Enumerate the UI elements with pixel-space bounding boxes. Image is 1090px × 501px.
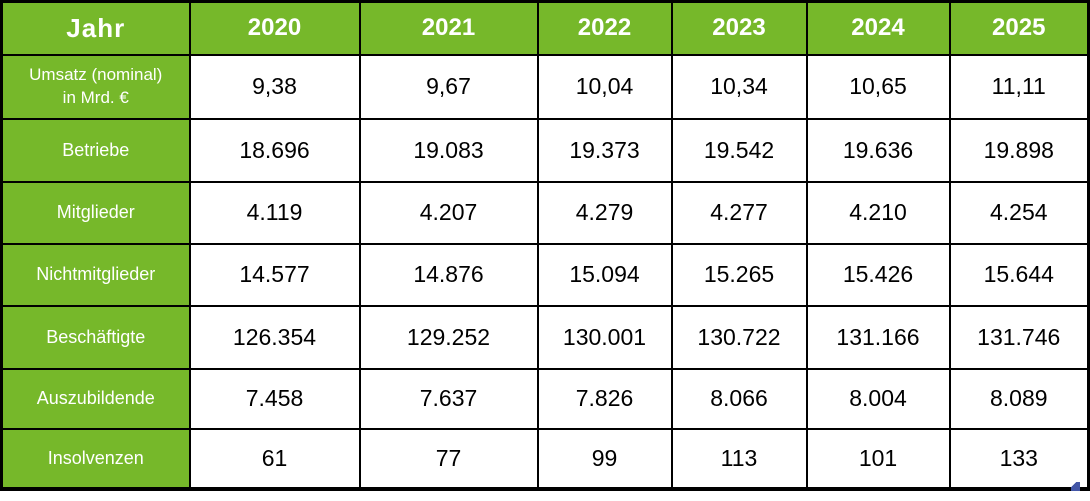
row-label-line1: Nichtmitglieder — [36, 264, 156, 285]
data-cell: 101 — [805, 427, 951, 490]
data-cell: 8.004 — [805, 367, 951, 430]
year-header-2025: 2025 — [948, 0, 1090, 56]
year-header-2024: 2024 — [805, 0, 951, 56]
year-header-2020: 2020 — [188, 0, 361, 56]
data-cell: 129.252 — [358, 304, 539, 370]
data-cell: 4.207 — [358, 180, 539, 245]
data-cell: 15.426 — [805, 242, 951, 307]
data-cell: 4.210 — [805, 180, 951, 245]
data-cell: 4.254 — [948, 180, 1090, 245]
row-label-cell: Umsatz (nominal) in Mrd. € — [0, 53, 191, 120]
row-label-line1: Insolvenzen — [47, 447, 144, 468]
row-label-line1: Beschäftigte — [46, 326, 146, 347]
data-cell: 9,67 — [358, 53, 539, 120]
table-header: Jahr 2020 2021 2022 2023 2024 2025 — [0, 0, 1090, 56]
data-cell: 7.826 — [536, 367, 673, 430]
table-resize-handle[interactable] — [1071, 482, 1080, 491]
header-row: Jahr 2020 2021 2022 2023 2024 2025 — [0, 0, 1090, 56]
data-cell: 77 — [358, 427, 539, 490]
table-row: Betriebe 18.696 19.083 19.373 19.542 19.636 19… — [0, 117, 1090, 183]
row-label-cell: Nichtmitglieder — [0, 242, 191, 307]
data-cell: 15.094 — [536, 242, 673, 307]
data-cell: 19.083 — [358, 117, 539, 183]
data-cell: 19.636 — [805, 117, 951, 183]
year-header-2022: 2022 — [536, 0, 673, 56]
data-cell: 133 — [948, 427, 1090, 490]
data-cell: 131.166 — [805, 304, 951, 370]
data-cell: 7.637 — [358, 367, 539, 430]
table-row: Auszubildende 7.458 7.637 7.826 8.066 8.004 8.… — [0, 367, 1090, 430]
data-cell: 99 — [536, 427, 673, 490]
data-cell: 130.001 — [536, 304, 673, 370]
year-header-2023: 2023 — [670, 0, 808, 56]
data-cell: 4.279 — [536, 180, 673, 245]
data-cell: 19.542 — [670, 117, 808, 183]
data-cell: 10,04 — [536, 53, 673, 120]
data-cell: 14.876 — [358, 242, 539, 307]
data-cell: 61 — [188, 427, 361, 490]
row-label-line1: Umsatz (nominal) — [29, 65, 163, 85]
table-row: Beschäftigte 126.354 129.252 130.001 130.722… — [0, 304, 1090, 370]
data-cell: 130.722 — [670, 304, 808, 370]
row-label-cell: Betriebe — [0, 117, 191, 183]
row-label-cell: Auszubildende — [0, 367, 191, 430]
table-body: Umsatz (nominal) in Mrd. €9,38 9,67 10,04 10… — [0, 53, 1090, 490]
data-cell: 131.746 — [948, 304, 1090, 370]
data-cell: 4.277 — [670, 180, 808, 245]
data-cell: 4.119 — [188, 180, 361, 245]
data-cell: 8.066 — [670, 367, 808, 430]
row-label-line1: Auszubildende — [36, 388, 155, 409]
data-cell: 9,38 — [188, 53, 361, 120]
row-label-line2: in Mrd. € — [62, 87, 129, 107]
row-label-line1: Mitglieder — [56, 202, 135, 223]
data-cell: 7.458 — [188, 367, 361, 430]
row-label-line1: Betriebe — [62, 139, 130, 160]
data-cell: 11,11 — [948, 53, 1090, 120]
data-cell: 14.577 — [188, 242, 361, 307]
data-cell: 126.354 — [188, 304, 361, 370]
data-cell: 19.898 — [948, 117, 1090, 183]
table-row: Umsatz (nominal) in Mrd. €9,38 9,67 10,04 10… — [0, 53, 1090, 120]
row-label-cell: Mitglieder — [0, 180, 191, 245]
data-cell: 8.089 — [948, 367, 1090, 430]
row-label-cell: Insolvenzen — [0, 427, 191, 490]
table-row: Mitglieder 4.119 4.207 4.279 4.277 4.210 4.254 — [0, 180, 1090, 245]
data-cell: 10,65 — [805, 53, 951, 120]
data-cell: 113 — [670, 427, 808, 490]
year-header-2021: 2021 — [358, 0, 539, 56]
data-cell: 10,34 — [670, 53, 808, 120]
data-cell: 19.373 — [536, 117, 673, 183]
table-row: Insolvenzen 61 77 99 113 101 133 — [0, 427, 1090, 490]
data-cell: 15.265 — [670, 242, 808, 307]
row-label-cell: Beschäftigte — [0, 304, 191, 370]
data-cell: 15.644 — [948, 242, 1090, 307]
table-row: Nichtmitglieder 14.577 14.876 15.094 15.265 1… — [0, 242, 1090, 307]
data-cell: 18.696 — [188, 117, 361, 183]
corner-header-jahr: Jahr — [0, 0, 191, 56]
